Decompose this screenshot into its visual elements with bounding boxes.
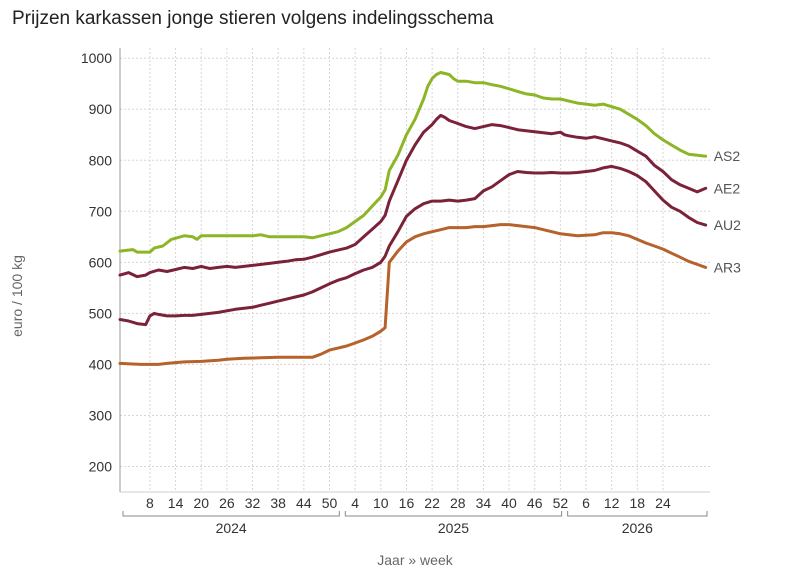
year-label: 2025 [438, 520, 469, 536]
x-tick-label: 10 [373, 495, 389, 511]
x-tick-label: 14 [168, 495, 184, 511]
y-tick-label: 700 [89, 203, 113, 219]
y-tick-label: 300 [89, 407, 113, 423]
x-tick-label: 52 [553, 495, 569, 511]
series-label-au2: AU2 [714, 217, 741, 233]
series-line-ar3 [118, 223, 708, 366]
y-axis-title: euro / 100 kg [9, 255, 25, 337]
y-tick-label: 900 [89, 101, 113, 117]
year-label: 2026 [622, 520, 653, 536]
year-bracket [122, 511, 340, 517]
series-label-ae2: AE2 [714, 180, 741, 196]
y-tick-labels: 200 300 400 500 600 700 800 900 1000 [81, 50, 112, 474]
grid-lines [120, 48, 710, 492]
series-line-ae2 [118, 113, 708, 279]
series-line-as2 [118, 71, 708, 254]
x-tick-label: 24 [655, 495, 671, 511]
series-labels: AS2 AE2 AU2 AR3 [714, 148, 741, 275]
x-tick-label: 44 [296, 495, 312, 511]
y-tick-label: 400 [89, 356, 113, 372]
y-tick-label: 500 [89, 305, 113, 321]
y-tick-label: 1000 [81, 50, 112, 66]
year-bracket [567, 511, 708, 517]
x-tick-label: 28 [450, 495, 466, 511]
x-tick-label: 8 [146, 495, 154, 511]
x-tick-label: 26 [219, 495, 235, 511]
y-tick-label: 200 [89, 458, 113, 474]
x-tick-labels: 8 14 20 26 32 38 44 50 4 10 16 22 28 34 40 46 52 6 12 18 24 [146, 495, 671, 511]
year-bracket [344, 511, 563, 517]
x-tick-label: 50 [322, 495, 338, 511]
y-tick-label: 600 [89, 254, 113, 270]
x-tick-label: 40 [501, 495, 517, 511]
series-lines [118, 71, 708, 366]
y-tick-label: 800 [89, 152, 113, 168]
x-tick-label: 6 [582, 495, 590, 511]
x-axis-title: Jaar » week [377, 552, 453, 568]
year-brackets: 2024 2025 2026 [122, 511, 708, 536]
x-tick-label: 22 [424, 495, 440, 511]
x-tick-label: 32 [245, 495, 261, 511]
x-tick-label: 18 [630, 495, 646, 511]
chart-title: Prijzen karkassen jonge stieren volgens … [12, 8, 494, 29]
series-line-au2 [118, 164, 708, 327]
x-tick-label: 46 [527, 495, 543, 511]
x-tick-label: 20 [193, 495, 209, 511]
axes [119, 48, 710, 493]
x-tick-label: 38 [270, 495, 286, 511]
series-label-ar3: AR3 [714, 259, 741, 275]
series-label-as2: AS2 [714, 148, 741, 164]
year-label: 2024 [216, 520, 247, 536]
x-tick-label: 34 [476, 495, 492, 511]
x-tick-label: 12 [604, 495, 620, 511]
x-tick-label: 16 [399, 495, 415, 511]
x-tick-label: 4 [351, 495, 359, 511]
